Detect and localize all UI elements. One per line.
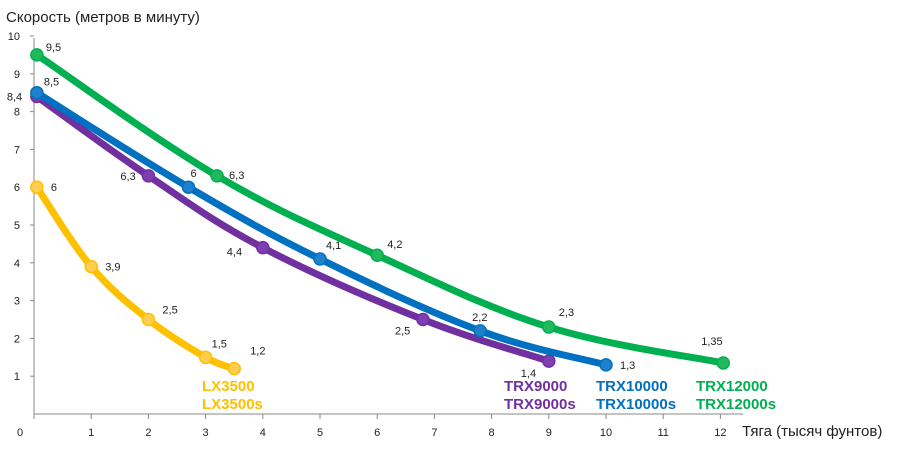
x-tick-label: 3 <box>203 427 209 439</box>
series-name-label: TRX10000s <box>596 396 676 413</box>
data-point <box>141 169 156 183</box>
data-point <box>198 350 213 365</box>
data-label: 9,5 <box>46 42 61 54</box>
y-axis-title: Скорость (метров в минуту) <box>6 9 200 26</box>
data-label: 4,4 <box>227 247 242 259</box>
series-name-label: LX3500s <box>202 396 263 413</box>
series-name-label: TRX10000 <box>596 378 668 395</box>
data-point <box>227 361 241 376</box>
x-axis-title: Тяга (тысяч фунтов) <box>742 423 882 440</box>
data-label: 2,2 <box>472 312 487 324</box>
series-name-label: TRX9000s <box>504 396 576 413</box>
data-point <box>416 312 430 327</box>
data-label: 8,4 <box>7 91 22 103</box>
x-tick-label: 9 <box>546 427 552 439</box>
x-tick-label: 11 <box>657 427 668 439</box>
x-tick-label: 5 <box>317 427 323 439</box>
data-point <box>542 320 556 334</box>
data-point <box>716 356 731 370</box>
data-label: 8,5 <box>44 77 59 89</box>
x-tick-label: 4 <box>260 427 266 439</box>
data-point <box>84 259 98 274</box>
y-tick-label: 8 <box>14 107 20 119</box>
data-point <box>30 85 44 100</box>
data-label: 4,1 <box>326 240 341 252</box>
series-name-label: TRX9000 <box>504 378 567 395</box>
data-label: 4,2 <box>387 239 402 251</box>
data-label: 2,5 <box>162 305 177 317</box>
y-tick-label: 3 <box>14 296 20 308</box>
data-point <box>181 180 196 194</box>
x-tick-label: 6 <box>374 427 380 439</box>
x-tick-label: 12 <box>714 427 726 439</box>
y-tick-label: 4 <box>14 258 20 270</box>
y-tick-label: 1 <box>14 371 20 383</box>
data-point <box>210 169 224 183</box>
data-label: 3,9 <box>105 262 120 274</box>
data-label: 2,3 <box>559 307 574 319</box>
data-label: 6,3 <box>229 170 244 182</box>
y-tick-label: 2 <box>14 333 20 345</box>
data-point <box>370 248 384 262</box>
data-label: 6,3 <box>120 171 135 183</box>
y-tick-label: 7 <box>14 144 20 156</box>
data-label: 2,5 <box>395 326 410 338</box>
data-point <box>313 252 327 266</box>
x-tick-label: 8 <box>489 427 495 439</box>
data-point <box>542 354 556 368</box>
y-tick-label: 9 <box>14 69 20 81</box>
data-label: 6 <box>190 168 196 180</box>
data-point <box>473 324 487 338</box>
series-name-label: TRX12000s <box>696 396 776 413</box>
data-label: 6 <box>51 182 57 194</box>
data-label: 1,35 <box>701 336 722 348</box>
data-label: 1,4 <box>521 368 536 380</box>
data-point <box>256 240 270 255</box>
data-label: 1,5 <box>212 338 227 350</box>
data-point <box>30 180 44 194</box>
x-tick-label: 10 <box>600 427 612 439</box>
series-name-label: TRX12000 <box>696 378 768 395</box>
x-tick-label: 7 <box>431 427 437 439</box>
data-label: 1,3 <box>620 360 635 372</box>
y-tick-label: 6 <box>14 182 20 194</box>
data-label: 1,2 <box>250 346 265 358</box>
x-tick-label: 0 <box>17 427 23 439</box>
y-tick-label: 10 <box>8 31 20 43</box>
series-name-label: LX3500 <box>202 378 255 395</box>
data-point <box>30 48 44 62</box>
y-tick-label: 5 <box>14 220 20 232</box>
data-point <box>141 312 156 327</box>
x-tick-label: 2 <box>145 427 151 439</box>
data-point <box>599 358 613 372</box>
x-tick-label: 1 <box>88 427 94 439</box>
